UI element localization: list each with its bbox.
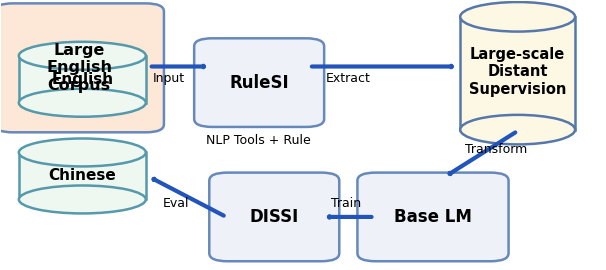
- Ellipse shape: [19, 139, 146, 166]
- Polygon shape: [19, 56, 146, 103]
- Text: Extract: Extract: [326, 72, 371, 85]
- Text: Chinese: Chinese: [48, 168, 116, 183]
- FancyBboxPatch shape: [358, 173, 508, 261]
- Text: Eval: Eval: [163, 197, 189, 210]
- Text: Train: Train: [331, 197, 362, 210]
- Text: Large
English
Corpus: Large English Corpus: [46, 43, 112, 93]
- Polygon shape: [19, 153, 146, 200]
- Ellipse shape: [460, 2, 575, 32]
- Ellipse shape: [19, 89, 146, 117]
- Text: English: English: [52, 72, 113, 87]
- Text: Large-scale
Distant
Supervision: Large-scale Distant Supervision: [469, 47, 567, 97]
- Text: NLP Tools + Rule: NLP Tools + Rule: [207, 134, 311, 147]
- Text: Input: Input: [153, 72, 185, 85]
- FancyBboxPatch shape: [194, 38, 324, 127]
- Polygon shape: [460, 17, 575, 130]
- Ellipse shape: [19, 42, 146, 70]
- Text: Base LM: Base LM: [394, 208, 472, 226]
- FancyBboxPatch shape: [0, 4, 164, 132]
- Text: DISSI: DISSI: [250, 208, 299, 226]
- FancyBboxPatch shape: [209, 173, 339, 261]
- Ellipse shape: [19, 185, 146, 213]
- Text: Transform: Transform: [465, 143, 528, 156]
- Text: RuleSI: RuleSI: [229, 74, 289, 92]
- Ellipse shape: [460, 115, 575, 144]
